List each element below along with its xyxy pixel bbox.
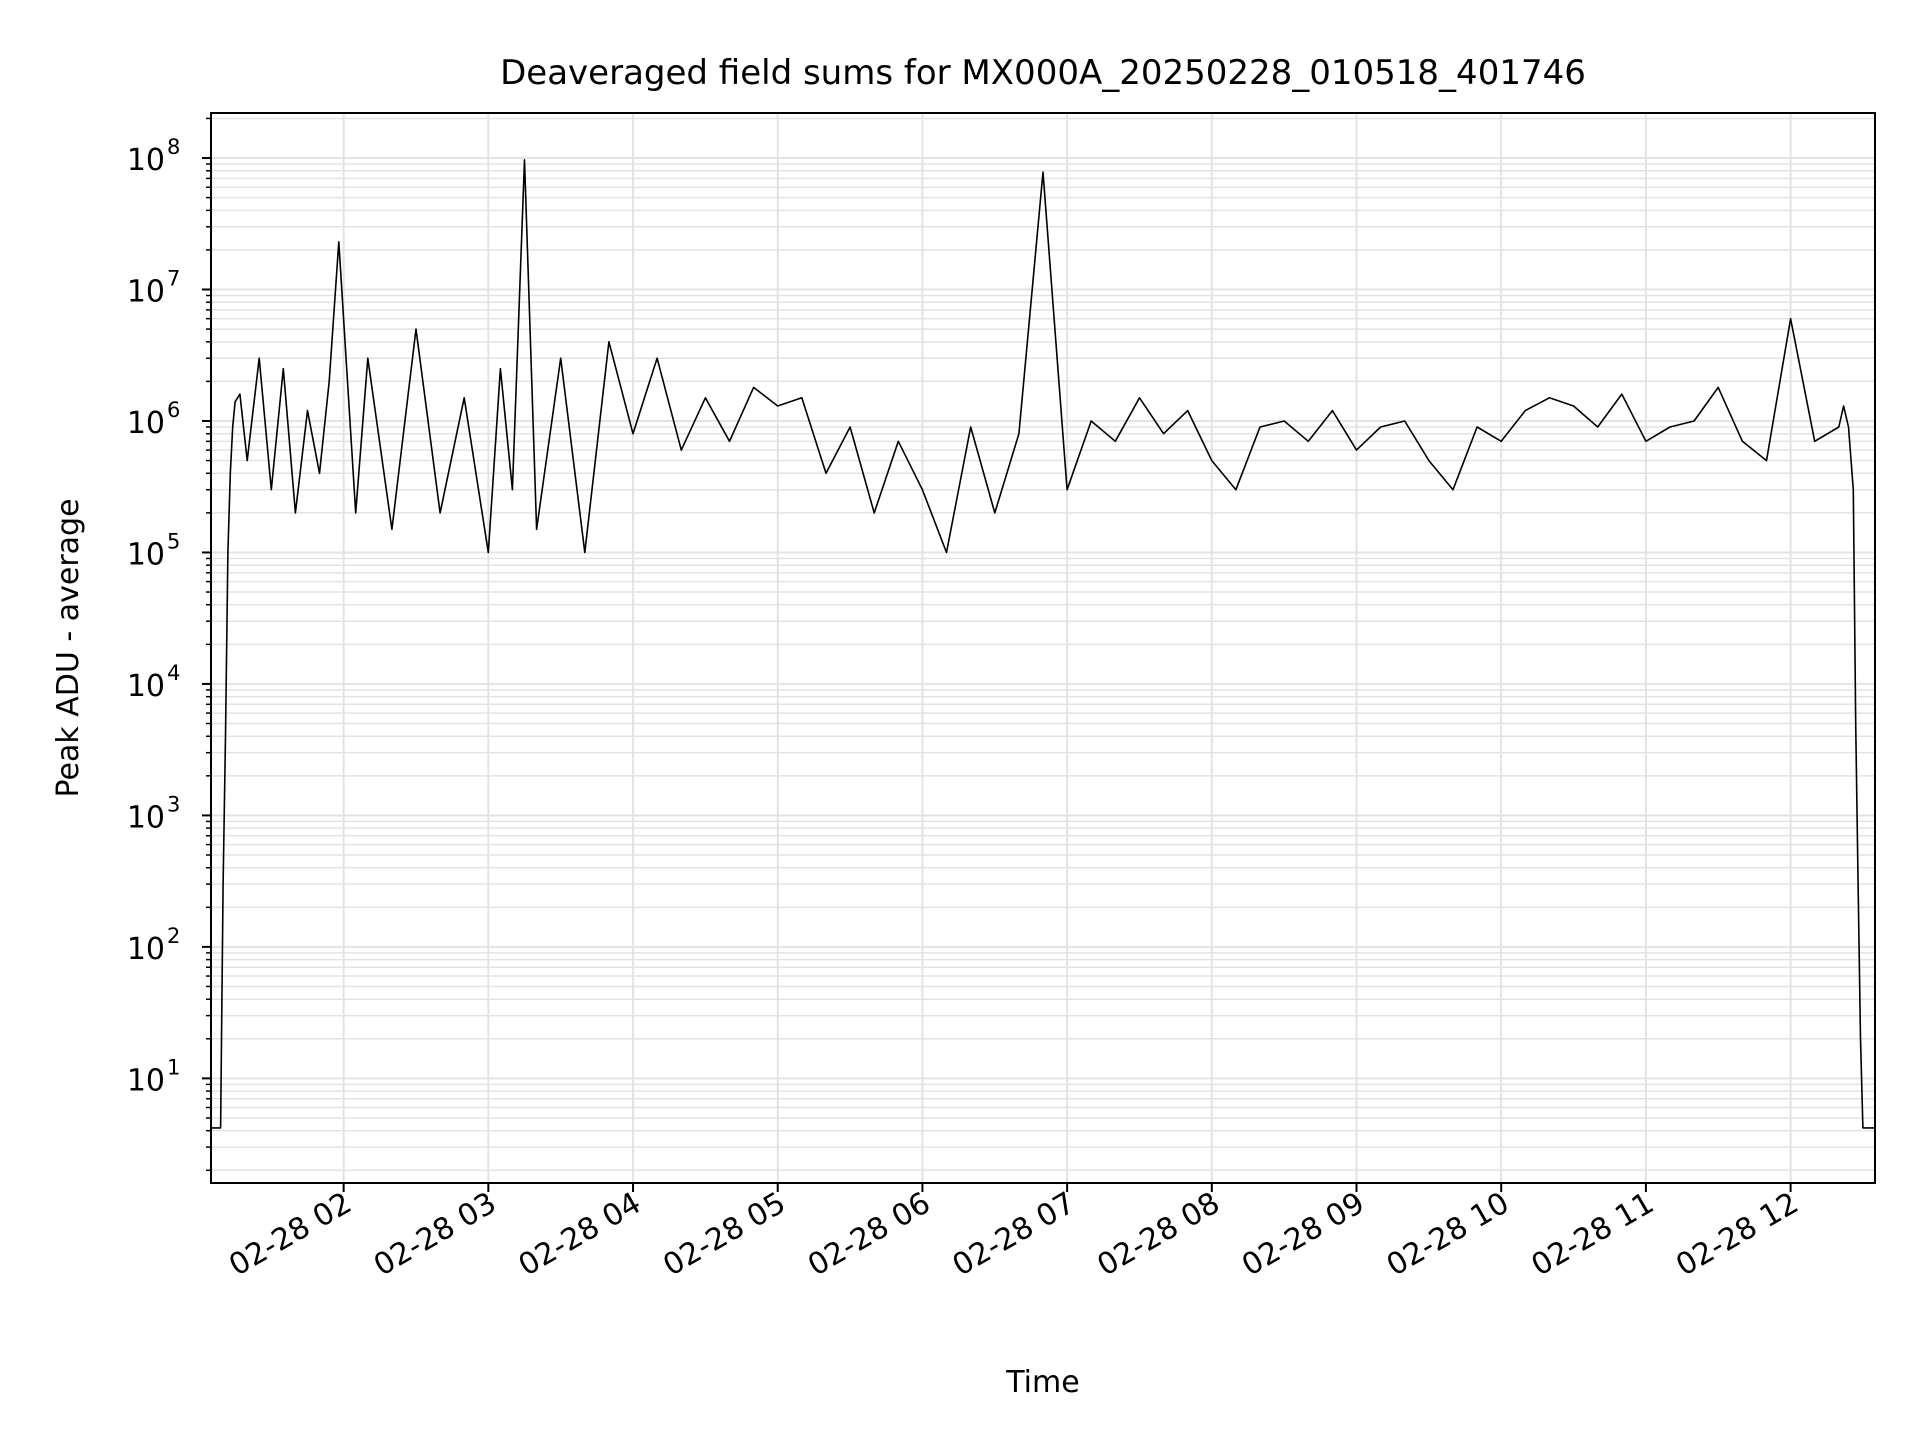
y-tick-label: 10 (127, 274, 165, 309)
y-tick-exponent: 3 (167, 792, 180, 816)
y-tick-exponent: 8 (167, 135, 180, 159)
y-tick-label: 10 (127, 800, 165, 835)
plot-frame (210, 112, 1876, 1184)
y-tick-exponent: 6 (167, 398, 180, 422)
series-layer (211, 159, 1875, 1129)
y-tick-label: 10 (127, 932, 165, 967)
series-line (211, 159, 1875, 1129)
y-tick-label: 10 (127, 143, 165, 178)
y-tick-exponent: 5 (167, 529, 180, 553)
y-tick-exponent: 4 (167, 661, 180, 685)
y-tick-label: 10 (127, 537, 165, 572)
y-tick-label: 10 (127, 1063, 165, 1098)
x-axis-label: Time (1005, 1365, 1079, 1400)
chart-title: Deaveraged field sums for MX000A_2025022… (500, 53, 1586, 93)
y-tick-label: 10 (127, 406, 165, 441)
y-tick-exponent: 1 (167, 1055, 180, 1079)
y-tick-exponent: 2 (167, 924, 180, 948)
y-axis-label: Peak ADU - average (51, 498, 86, 797)
y-tick-label: 10 (127, 669, 165, 704)
y-tick-exponent: 7 (167, 266, 180, 290)
